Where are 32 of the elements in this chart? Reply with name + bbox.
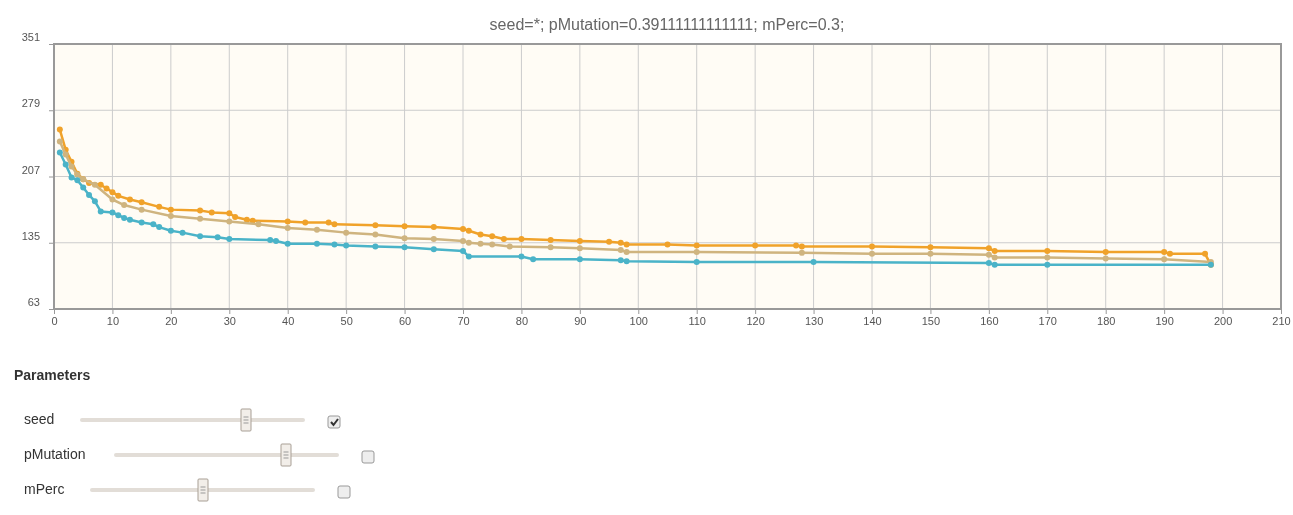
x-tick-label: 110 (688, 314, 706, 327)
x-tick-label: 150 (921, 314, 941, 327)
x-tick-label: 160 (980, 314, 999, 327)
x-tick-label: 80 (515, 314, 529, 327)
y-tick-label: 207 (21, 163, 40, 176)
x-tick-label: 100 (629, 314, 648, 327)
chart-title: seed=*; pMutation=0.39111111111111; mPerc=0.3; (489, 16, 845, 33)
x-tick-label: 170 (1038, 314, 1057, 327)
x-tick-label: 50 (340, 314, 353, 327)
text: mPerc (24, 481, 65, 497)
text: pMutation (24, 446, 86, 462)
x-tick-label: 180 (1097, 314, 1116, 327)
x-tick-label: 210 (1272, 314, 1291, 327)
x-tick-label: 60 (398, 314, 412, 327)
x-tick-label: 40 (282, 314, 295, 327)
x-tick-label: 90 (574, 314, 587, 327)
y-tick-label: 279 (21, 97, 40, 110)
y-tick-label: 135 (21, 229, 40, 242)
x-tick-label: 130 (804, 314, 824, 327)
text: seed (24, 411, 55, 427)
x-tick-label: 120 (746, 314, 765, 327)
y-tick-label: 351 (21, 31, 40, 44)
x-tick-label: 200 (1213, 314, 1233, 327)
x-tick-label: 140 (863, 314, 882, 327)
x-tick-label: 190 (1155, 314, 1174, 327)
text: Parameters (14, 367, 91, 383)
y-tick-label: 63 (27, 296, 40, 309)
x-tick-label: 20 (165, 314, 178, 327)
x-tick-label: 0 (51, 314, 58, 327)
x-tick-label: 30 (223, 314, 236, 327)
x-tick-label: 70 (457, 314, 470, 327)
x-tick-label: 10 (106, 314, 120, 327)
